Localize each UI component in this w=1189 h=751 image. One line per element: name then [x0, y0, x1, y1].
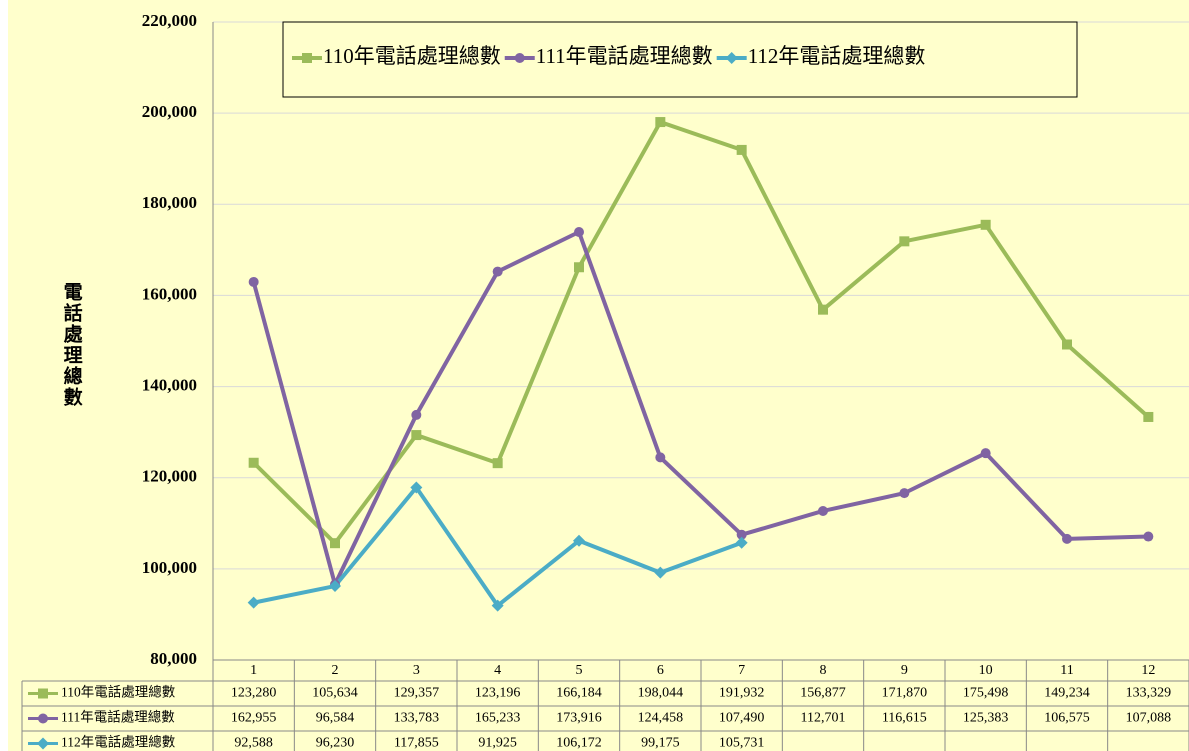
x-tick-label: 10: [979, 663, 993, 678]
table-key-marker: [37, 737, 49, 750]
table-value: 165,233: [475, 711, 521, 726]
table-value: 105,731: [719, 736, 765, 751]
table-key-marker: [38, 713, 48, 724]
data-point: [492, 458, 503, 469]
data-point: [411, 430, 422, 441]
table-value: 124,458: [638, 711, 684, 726]
table-value: 96,230: [316, 736, 355, 751]
data-point: [1143, 411, 1154, 422]
table-value: 156,877: [800, 686, 846, 701]
table-value: 125,383: [963, 711, 1009, 726]
data-point: [411, 409, 422, 420]
y-axis-title: 電話處理總數: [61, 282, 83, 408]
data-point: [655, 117, 666, 128]
table-value: 92,588: [234, 736, 273, 751]
data-point: [1143, 531, 1154, 542]
table-value: 106,575: [1044, 711, 1090, 726]
legend-key-marker: [725, 52, 738, 64]
data-point: [736, 529, 747, 540]
y-tick-label: 200,000: [142, 102, 197, 121]
table-value: 123,280: [231, 686, 277, 701]
data-point: [574, 262, 584, 273]
data-point: [655, 452, 666, 463]
y-tick-label: 220,000: [142, 11, 197, 30]
x-tick-label: 9: [901, 663, 908, 678]
data-point: [248, 457, 259, 468]
legend-box: [282, 21, 1078, 98]
data-point: [736, 144, 747, 155]
table-value: 99,175: [641, 736, 680, 751]
x-tick-label: 4: [494, 663, 501, 678]
data-point: [248, 276, 259, 287]
x-tick-label: 3: [413, 663, 420, 678]
table-value: 116,615: [882, 711, 927, 726]
data-point: [899, 488, 910, 499]
legend-label: 110年電話處理總數: [323, 44, 501, 68]
y-tick-label: 100,000: [142, 558, 197, 577]
data-point: [491, 599, 504, 612]
data-point: [818, 304, 828, 315]
legend-key-marker: [514, 53, 525, 63]
data-point: [818, 505, 828, 516]
data-point: [330, 538, 340, 549]
table-value: 166,184: [556, 686, 602, 701]
table-series-name: 111年電話處理總數: [61, 709, 175, 725]
x-tick-label: 12: [1141, 663, 1155, 678]
y-tick-label: 140,000: [142, 375, 197, 394]
table-value: 129,357: [394, 686, 440, 701]
table-value: 112,701: [801, 711, 846, 726]
y-tick-label: 120,000: [142, 467, 197, 486]
table-value: 162,955: [231, 711, 277, 726]
data-point: [899, 236, 910, 247]
table-value: 173,916: [556, 711, 602, 726]
x-tick-label: 5: [576, 663, 583, 678]
y-tick-label: 180,000: [142, 193, 197, 212]
data-point: [410, 481, 423, 494]
table-value: 175,498: [963, 686, 1009, 701]
table-value: 107,490: [719, 711, 765, 726]
data-point: [247, 596, 260, 609]
data-point: [1062, 339, 1072, 350]
table-value: 96,584: [316, 711, 355, 726]
table-value: 106,172: [556, 736, 602, 751]
table-key-marker: [38, 688, 48, 699]
y-tick-label: 80,000: [150, 649, 197, 668]
table-value: 107,088: [1126, 711, 1172, 726]
series-line: [252, 120, 1150, 546]
x-tick-label: 7: [738, 663, 745, 678]
table-series-name: 110年電話處理總數: [61, 684, 176, 700]
table-value: 198,044: [638, 686, 684, 701]
data-point: [980, 448, 991, 459]
data-point: [574, 227, 584, 238]
legend-key-marker: [302, 53, 312, 63]
table-value: 191,932: [719, 686, 765, 701]
table-value: 117,855: [394, 736, 439, 751]
table-value: 133,329: [1126, 686, 1172, 701]
x-tick-label: 6: [657, 663, 664, 678]
table-value: 91,925: [478, 736, 517, 751]
legend-label: 111年電話處理總數: [536, 44, 713, 68]
table-series-name: 112年電話處理總數: [61, 734, 176, 750]
legend-label: 112年電話處理總數: [748, 44, 926, 68]
data-point: [980, 219, 991, 230]
data-point: [735, 536, 748, 549]
x-tick-label: 8: [820, 663, 827, 678]
x-tick-label: 2: [332, 663, 339, 678]
table-value: 149,234: [1044, 686, 1090, 701]
table-value: 133,783: [394, 711, 440, 726]
table-value: 171,870: [882, 686, 928, 701]
data-point: [573, 534, 585, 547]
x-tick-label: 1: [250, 663, 257, 678]
chart-background: [8, 0, 1189, 751]
data-point: [492, 266, 503, 277]
x-tick-label: 11: [1060, 663, 1073, 678]
y-tick-label: 160,000: [142, 284, 197, 303]
table-value: 105,634: [312, 686, 358, 701]
table-value: 123,196: [475, 686, 521, 701]
series-line: [251, 230, 1149, 587]
data-point: [329, 580, 341, 593]
data-point: [654, 566, 667, 579]
data-point: [1062, 533, 1072, 544]
